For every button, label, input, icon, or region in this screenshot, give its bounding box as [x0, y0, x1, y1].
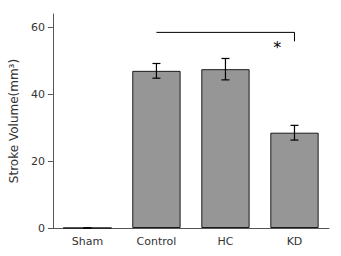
svg-text:0: 0: [38, 222, 45, 235]
svg-text:*: *: [273, 38, 281, 57]
svg-text:Sham: Sham: [72, 235, 103, 248]
svg-text:HC: HC: [217, 235, 233, 248]
svg-text:20: 20: [31, 155, 45, 168]
svg-text:Stroke Volume(mm³): Stroke Volume(mm³): [7, 59, 21, 183]
svg-text:60: 60: [31, 21, 45, 34]
svg-text:Control: Control: [137, 235, 177, 248]
svg-text:KD: KD: [287, 235, 303, 248]
svg-text:40: 40: [31, 88, 45, 101]
